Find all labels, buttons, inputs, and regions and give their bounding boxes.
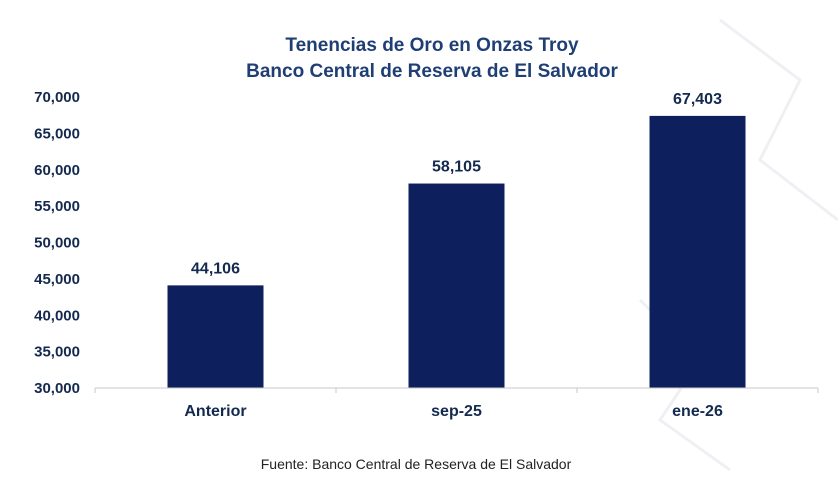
bar-series (167, 115, 746, 388)
bar (167, 285, 264, 388)
y-tick-label: 70,000 (34, 89, 80, 106)
y-tick-label: 35,000 (34, 344, 80, 361)
bar-value-label: 44,106 (191, 260, 240, 277)
y-tick-label: 65,000 (34, 125, 80, 142)
x-category-label: Anterior (184, 403, 246, 420)
x-category-label: ene-26 (672, 403, 723, 420)
x-category-label: sep-25 (431, 403, 482, 420)
bar-value-label: 58,105 (432, 159, 481, 176)
bar (408, 183, 505, 388)
y-tick-label: 40,000 (34, 307, 80, 324)
y-axis: 30,000 35,000 40,000 45,000 50,000 55,000 60,0… (34, 89, 80, 397)
y-tick-label: 50,000 (34, 235, 80, 252)
bar-value-label: 67,403 (673, 91, 722, 108)
y-tick-label: 30,000 (34, 380, 80, 397)
source-note: Fuente: Banco Central de Reserva de El S… (261, 456, 572, 472)
y-tick-label: 55,000 (34, 198, 80, 215)
chart-subtitle: Banco Central de Reserva de El Salvador (246, 61, 618, 82)
y-tick-label: 60,000 (34, 162, 80, 179)
data-labels: 44,106 58,105 67,403 (191, 91, 722, 277)
chart-title: Tenencias de Oro en Onzas Troy (285, 35, 579, 56)
bar (649, 115, 746, 388)
x-axis: Anterior sep-25 ene-26 (94, 387, 819, 420)
y-tick-label: 45,000 (34, 271, 80, 288)
